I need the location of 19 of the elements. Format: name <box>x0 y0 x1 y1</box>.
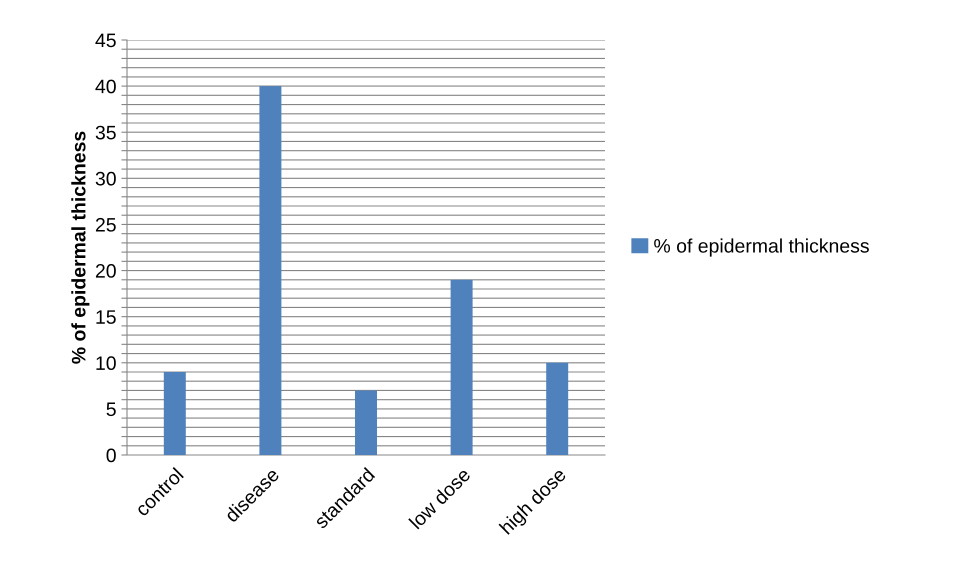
y-axis-title: % of epidermal thickness <box>71 132 90 364</box>
bar <box>164 372 186 455</box>
y-tick-label: 45 <box>95 34 116 48</box>
y-tick-label: 20 <box>96 264 116 278</box>
x-tick-label: high dose <box>498 466 570 538</box>
y-tick-label: 30 <box>96 172 116 186</box>
y-tick-label: 10 <box>96 356 116 370</box>
y-tick-label: 15 <box>96 310 116 324</box>
y-tick-label: 35 <box>96 126 116 140</box>
y-tick-label: 0 <box>106 448 116 462</box>
bar <box>450 280 473 455</box>
y-tick-label: 25 <box>96 218 116 232</box>
legend-label: % of epidermal thickness <box>654 238 869 257</box>
bar <box>546 362 568 455</box>
bar <box>259 86 282 455</box>
x-tick-label: low dose <box>408 466 472 530</box>
y-tick-label: 40 <box>95 80 116 94</box>
bar <box>355 390 377 455</box>
y-tick-label: 5 <box>106 402 116 416</box>
